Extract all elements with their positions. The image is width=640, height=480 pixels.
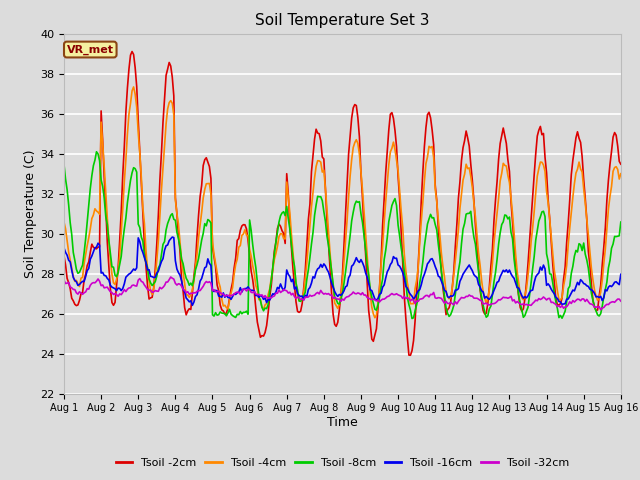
Tsoil -2cm [406,352,414,358]
Line: Tsoil -2cm: Tsoil -2cm [64,51,621,355]
Tsoil -4cm [76,284,83,289]
Tsoil -32cm [397,293,405,299]
Tsoil -8cm [379,276,387,282]
Tsoil -2cm [552,295,559,301]
Tsoil -32cm [617,298,625,304]
Tsoil -16cm [60,245,68,251]
Tsoil -16cm [76,282,83,288]
Tsoil -8cm [617,219,625,225]
Tsoil -32cm [164,279,172,285]
Tsoil -4cm [380,220,388,226]
Tsoil -2cm [60,253,68,259]
Tsoil -16cm [617,271,625,277]
Tsoil -2cm [397,229,405,235]
Tsoil -8cm [60,162,68,168]
Tsoil -2cm [76,298,83,303]
Tsoil -32cm [597,307,605,312]
Tsoil -8cm [93,149,100,155]
Tsoil -2cm [165,60,173,65]
Tsoil -4cm [130,84,138,90]
Tsoil -2cm [379,222,387,228]
Tsoil -32cm [379,296,387,302]
Line: Tsoil -16cm: Tsoil -16cm [64,237,621,305]
X-axis label: Time: Time [327,416,358,429]
Line: Tsoil -4cm: Tsoil -4cm [64,87,621,318]
Tsoil -4cm [371,315,379,321]
Line: Tsoil -8cm: Tsoil -8cm [64,152,621,319]
Title: Soil Temperature Set 3: Soil Temperature Set 3 [255,13,429,28]
Tsoil -4cm [165,100,173,106]
Tsoil -32cm [410,298,417,303]
Tsoil -4cm [617,171,625,177]
Tsoil -8cm [165,216,173,222]
Tsoil -8cm [76,269,83,275]
Tsoil -4cm [552,277,559,283]
Tsoil -32cm [550,300,558,306]
Tsoil -16cm [189,302,196,308]
Tsoil -16cm [399,270,406,276]
Tsoil -16cm [380,282,388,288]
Tsoil -32cm [60,277,68,283]
Tsoil -2cm [128,48,136,54]
Tsoil -8cm [408,316,416,322]
Tsoil -16cm [412,294,419,300]
Tsoil -8cm [552,299,559,305]
Tsoil -4cm [399,225,406,230]
Tsoil -32cm [76,289,83,295]
Y-axis label: Soil Temperature (C): Soil Temperature (C) [24,149,37,278]
Tsoil -16cm [552,295,559,300]
Tsoil -32cm [167,274,175,280]
Tsoil -8cm [412,308,419,314]
Tsoil -2cm [412,318,419,324]
Legend: Tsoil -2cm, Tsoil -4cm, Tsoil -8cm, Tsoil -16cm, Tsoil -32cm: Tsoil -2cm, Tsoil -4cm, Tsoil -8cm, Tsoi… [111,453,573,472]
Line: Tsoil -32cm: Tsoil -32cm [64,277,621,310]
Text: VR_met: VR_met [67,44,114,55]
Tsoil -2cm [617,161,625,167]
Tsoil -4cm [412,286,419,291]
Tsoil -16cm [164,242,172,248]
Tsoil -8cm [397,245,405,251]
Tsoil -4cm [60,219,68,225]
Tsoil -16cm [168,234,176,240]
